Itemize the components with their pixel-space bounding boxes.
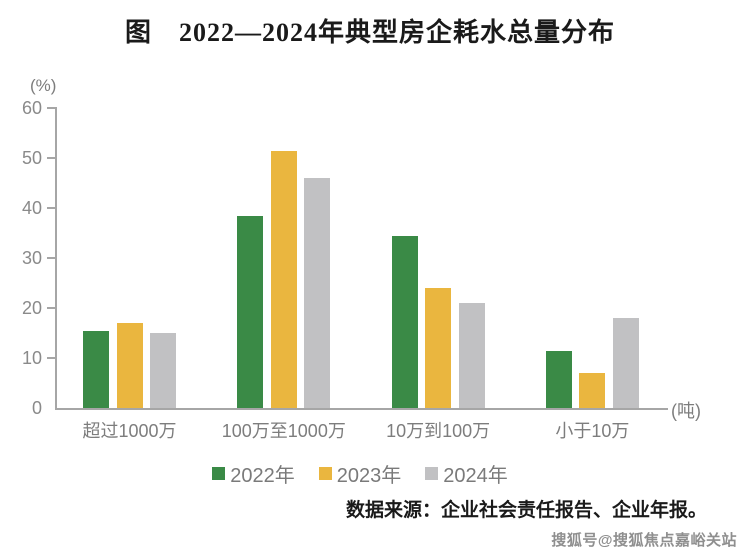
y-tick-label: 30 — [21, 248, 42, 268]
legend-label: 2024年 — [443, 464, 508, 487]
y-tick-label: 60 — [21, 98, 42, 118]
x-category-label: 100万至1000万 — [221, 421, 346, 441]
bar-2023年-超过1000万 — [116, 323, 143, 408]
legend-swatch — [318, 466, 332, 480]
x-category-label: 10万到100万 — [386, 421, 491, 441]
source-note: 数据来源：企业社会责任报告、企业年报。 — [345, 500, 707, 521]
legend-item-2023年: 2023年 — [318, 459, 402, 488]
bar-2022年-超过1000万 — [83, 330, 109, 408]
bar-2024年-10万到100万 — [458, 303, 485, 408]
legend-label: 2023年 — [336, 464, 402, 487]
legend-item-2022年: 2022年 — [212, 459, 295, 488]
y-tick-mark — [47, 307, 55, 309]
legend-item-2024年: 2024年 — [425, 459, 508, 488]
bar-2023年-小于10万 — [579, 373, 606, 408]
x-axis-line — [55, 408, 668, 410]
watermark: 搜狐号@搜狐焦点嘉峪关站 — [551, 532, 737, 549]
bar-2024年-小于10万 — [612, 318, 639, 408]
y-tick-mark — [47, 107, 55, 109]
x-category-label: 小于10万 — [555, 421, 630, 441]
bar-2022年-小于10万 — [545, 350, 572, 408]
bar-2022年-10万到100万 — [391, 235, 418, 408]
legend-swatch — [212, 466, 226, 480]
y-axis-unit-label: (%) — [30, 76, 57, 95]
bar-2022年-100万至1000万 — [237, 215, 264, 408]
bar-2024年-超过1000万 — [150, 333, 176, 408]
x-axis-unit-label: (吨) — [671, 401, 701, 421]
y-tick-label: 10 — [21, 348, 42, 368]
y-tick-mark — [47, 207, 55, 209]
y-tick-label: 0 — [31, 398, 42, 418]
bar-2024年-100万至1000万 — [304, 178, 331, 408]
legend-label: 2022年 — [230, 464, 295, 487]
chart-title: 图 2022—2024年典型房企耗水总量分布 — [124, 18, 615, 47]
bar-2023年-10万到100万 — [425, 288, 452, 408]
y-tick-mark — [47, 157, 55, 159]
y-tick-mark — [47, 257, 55, 259]
y-tick-label: 50 — [21, 148, 42, 168]
x-category-label: 超过1000万 — [82, 421, 177, 441]
y-tick-mark — [47, 357, 55, 359]
y-tick-label: 40 — [21, 198, 42, 218]
legend-swatch — [425, 466, 439, 480]
y-axis-line — [55, 107, 57, 409]
legend: 2022年 2023年 2024年 — [0, 459, 720, 488]
y-tick-label: 20 — [21, 298, 42, 318]
bar-2023年-100万至1000万 — [270, 150, 297, 408]
